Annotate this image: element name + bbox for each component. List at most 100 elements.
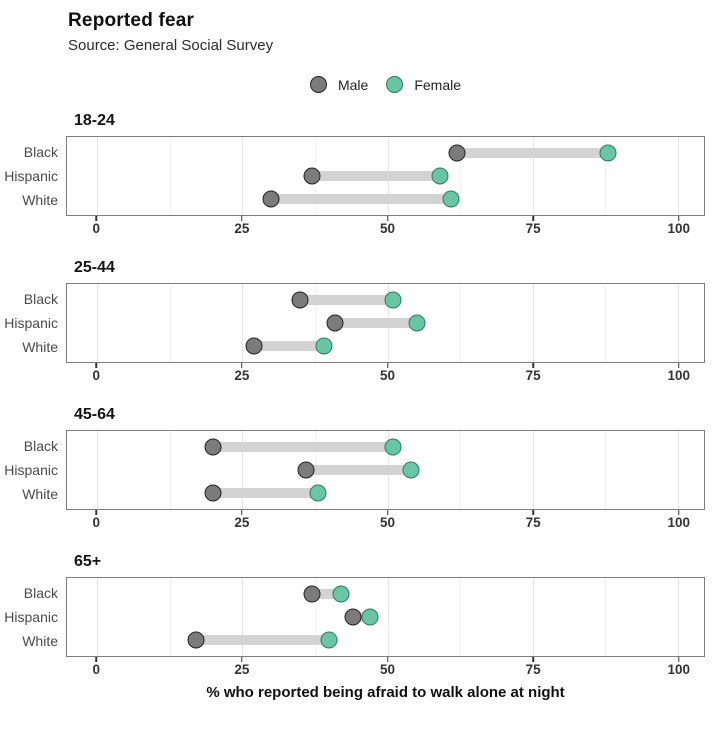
tick-mark [678, 216, 680, 221]
male-dot [204, 438, 222, 456]
tick-mark [386, 510, 389, 515]
facet-45-64: 45-64 Black Hispanic White 0 25 50 75 100 [0, 406, 714, 534]
facet-title: 65+ [74, 553, 102, 570]
gridline-major [387, 578, 389, 656]
plot-panel [66, 430, 705, 510]
tick-mark [678, 657, 680, 662]
y-axis-label: White [22, 633, 58, 649]
male-dot [291, 291, 309, 309]
gridline-major [677, 284, 679, 362]
facet-title: 18-24 [74, 112, 115, 129]
tick-label: 50 [380, 662, 396, 677]
tick-label: 0 [92, 368, 101, 383]
gridline-minor [605, 578, 607, 656]
tick-mark [532, 363, 534, 368]
tick-mark [241, 363, 243, 368]
gridline-minor [460, 284, 462, 362]
axis-spacer [0, 510, 66, 534]
legend-spacer [0, 76, 66, 93]
tick-label: 50 [380, 368, 396, 383]
xlabel-spacer [0, 684, 66, 701]
gridline-minor [169, 431, 171, 509]
female-dot [309, 484, 327, 502]
tick-label: 25 [234, 662, 250, 677]
male-dot-icon [309, 76, 327, 93]
gridline-minor [314, 578, 316, 656]
axis-spacer [0, 363, 66, 387]
dumbbell-bar [335, 318, 417, 328]
tick-mark [386, 363, 389, 368]
legend-item-female: Female [386, 76, 461, 93]
gridline-major [677, 137, 679, 215]
y-axis-label: Hispanic [4, 168, 58, 184]
female-dot [431, 167, 449, 185]
tick-mark [386, 657, 389, 662]
tick-label: 75 [525, 368, 541, 383]
female-dot [384, 291, 402, 309]
x-axis: 0 25 50 75 100 [0, 216, 714, 240]
gridline-minor [605, 137, 607, 215]
male-dot [344, 608, 362, 626]
plot-panel [66, 283, 705, 363]
gridline-major [677, 578, 679, 656]
male-dot [326, 314, 344, 332]
axis-spacer [0, 216, 66, 240]
gridline-minor [605, 431, 607, 509]
gridline-major [97, 137, 99, 215]
dumbbell-bar [352, 612, 371, 622]
male-dot [303, 585, 321, 603]
tick-label: 75 [525, 515, 541, 530]
tick-mark [241, 510, 243, 515]
gridline-major [532, 578, 534, 656]
dumbbell-bar [300, 294, 394, 305]
legend: Male Female [0, 76, 714, 93]
y-axis-labels: Black Hispanic White [0, 430, 66, 510]
legend-label-male: Male [337, 76, 369, 93]
gridline-minor [605, 284, 607, 362]
female-dot [402, 461, 420, 479]
plot-panel [66, 577, 705, 657]
facet-body: Black Hispanic White [0, 430, 714, 510]
tick-mark [95, 216, 98, 221]
gridline-major [242, 578, 244, 656]
male-dot [187, 631, 205, 649]
y-axis-label: White [22, 486, 58, 502]
female-dot [361, 608, 379, 626]
gridline-major [97, 578, 99, 656]
tick-label: 25 [234, 368, 250, 383]
y-axis-label: White [22, 192, 58, 208]
axis-spacer [0, 657, 66, 681]
x-axis-title: % who reported being afraid to walk alon… [206, 684, 565, 701]
female-dot [442, 190, 460, 208]
gridline-major [97, 284, 99, 362]
x-axis-ticks: 0 25 50 75 100 [66, 363, 705, 387]
legend-label-female: Female [414, 76, 462, 93]
facet-18-24: 18-24 Black Hispanic White 0 25 50 75 100 [0, 112, 714, 240]
dumbbell-bar [312, 588, 342, 599]
female-dot-icon [386, 76, 404, 93]
gridline-major [242, 431, 244, 509]
x-axis: 0 25 50 75 100 [0, 657, 714, 681]
x-axis-ticks: 0 25 50 75 100 [66, 510, 705, 534]
facets-container: 18-24 Black Hispanic White 0 25 50 75 100 25-44 Bl… [0, 112, 714, 681]
y-axis-label: Hispanic [4, 315, 58, 331]
gridline-minor [169, 137, 171, 215]
gridline-major [242, 137, 244, 215]
male-dot [204, 484, 222, 502]
male-dot [245, 337, 263, 355]
y-axis-label: White [22, 339, 58, 355]
male-dot [262, 190, 280, 208]
tick-label: 0 [92, 662, 101, 677]
x-axis-title-row: % who reported being afraid to walk alon… [0, 684, 714, 701]
tick-mark [241, 216, 243, 221]
dumbbell-bar [253, 341, 324, 352]
y-axis-label: Black [23, 291, 58, 307]
tick-mark [241, 657, 243, 662]
tick-label: 75 [525, 221, 541, 236]
x-axis: 0 25 50 75 100 [0, 510, 714, 534]
tick-mark [95, 657, 98, 662]
chart-header: Reported fear Source: General Social Sur… [0, 0, 714, 54]
dumbbell-bar [312, 171, 440, 181]
tick-mark [95, 363, 98, 368]
female-dot [315, 337, 333, 355]
